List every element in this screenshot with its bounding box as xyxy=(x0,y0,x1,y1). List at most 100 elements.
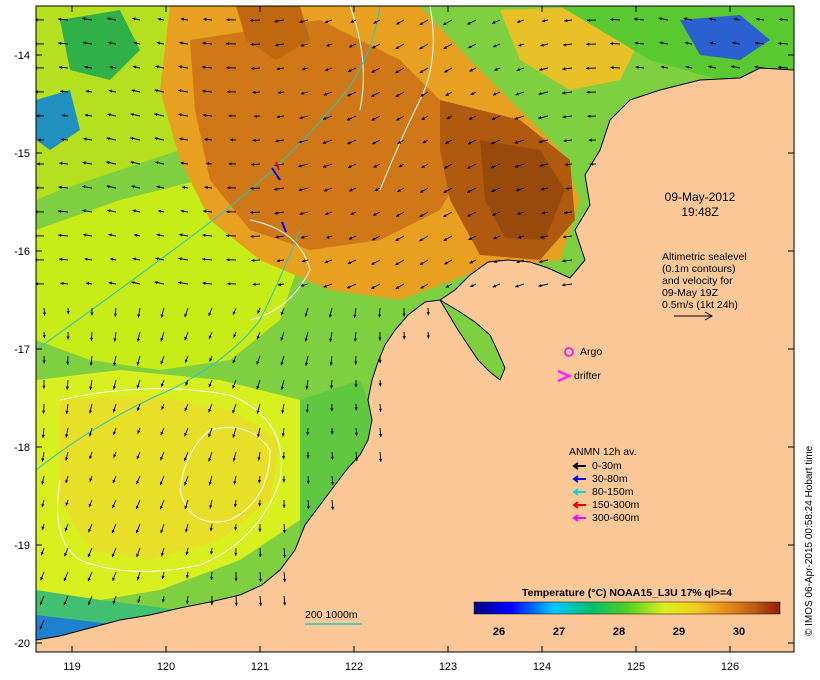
velocity-arrowhead xyxy=(371,261,375,265)
velocity-arrowhead xyxy=(161,406,165,410)
velocity-arrowhead xyxy=(732,41,736,45)
velocity-arrowhead xyxy=(36,282,39,286)
velocity-arrowhead xyxy=(276,67,280,71)
x-tick-label: 122 xyxy=(345,661,363,673)
velocity-arrowhead xyxy=(274,19,278,23)
velocity-arrowhead xyxy=(306,480,310,484)
velocity-arrowhead xyxy=(349,44,353,48)
velocity-arrowhead xyxy=(562,67,566,71)
anmn-legend-label: 150-300m xyxy=(592,499,640,511)
bathymetry-label: 200 1000m xyxy=(305,609,358,621)
velocity-arrowhead xyxy=(419,262,424,265)
velocity-arrowhead xyxy=(281,433,285,437)
velocity-arrowhead xyxy=(232,458,236,462)
anmn-legend-label: 80-150m xyxy=(592,486,634,498)
velocity-arrowhead xyxy=(542,19,546,23)
velocity-arrowhead xyxy=(259,602,263,606)
altimetry-line: and velocity for xyxy=(662,275,733,287)
velocity-arrowhead xyxy=(83,233,87,237)
velocity-arrowhead xyxy=(232,311,236,315)
velocity-arrowhead xyxy=(328,314,332,318)
velocity-arrowhead xyxy=(659,41,663,45)
velocity-arrowhead xyxy=(258,554,262,558)
velocity-arrowhead xyxy=(156,185,160,189)
velocity-arrowhead xyxy=(346,117,351,121)
velocity-arrowhead xyxy=(160,431,164,436)
velocity-arrowhead xyxy=(467,189,471,193)
velocity-arrowhead xyxy=(228,114,232,118)
velocity-arrowhead xyxy=(40,551,44,556)
velocity-arrowhead xyxy=(233,481,237,485)
coastline-land xyxy=(36,67,794,652)
velocity-arrowhead xyxy=(587,18,591,22)
velocity-arrowhead xyxy=(586,90,590,94)
anmn-legend-item: 30-80m xyxy=(572,473,628,485)
velocity-arrowhead xyxy=(202,281,206,285)
velocity-arrowhead xyxy=(157,17,162,21)
y-tick-label: -16 xyxy=(14,246,30,258)
velocity-arrowhead xyxy=(256,361,260,365)
velocity-arrowhead xyxy=(185,529,189,533)
velocity-arrowhead xyxy=(130,161,134,165)
velocity-arrowhead xyxy=(515,284,519,288)
velocity-arrowhead xyxy=(299,211,303,215)
velocity-arrowhead xyxy=(354,432,358,436)
velocity-arrowhead xyxy=(202,233,206,237)
anmn-arrowhead-icon xyxy=(572,475,579,483)
velocity-arrowhead xyxy=(347,261,352,264)
velocity-arrowhead xyxy=(562,115,566,119)
y-tick-label: -15 xyxy=(14,148,30,160)
velocity-arrowhead xyxy=(492,284,497,288)
velocity-arrowhead xyxy=(778,41,782,46)
velocity-arrowhead xyxy=(443,22,447,25)
velocity-arrowhead xyxy=(562,283,566,287)
velocity-arrowhead xyxy=(281,410,285,414)
x-tick-label: 124 xyxy=(533,661,551,673)
velocity-arrowhead xyxy=(203,113,207,117)
velocity-arrowhead xyxy=(89,478,93,482)
y-tick-label: -19 xyxy=(14,540,30,552)
velocity-arrowhead xyxy=(110,257,114,261)
velocity-arrowhead xyxy=(66,311,70,315)
velocity-arrowhead xyxy=(379,458,383,462)
velocity-arrowhead xyxy=(275,235,279,239)
velocity-arrowhead xyxy=(491,189,495,193)
velocity-arrowhead xyxy=(538,139,542,144)
velocity-arrowhead xyxy=(491,141,495,145)
velocity-arrowhead xyxy=(42,410,46,414)
anmn-legend-label: 300-600m xyxy=(592,512,640,524)
velocity-arrowhead xyxy=(204,137,208,142)
velocity-arrowhead xyxy=(445,140,449,144)
velocity-arrowhead xyxy=(329,362,333,366)
velocity-arrowhead xyxy=(514,164,519,168)
velocity-arrowhead xyxy=(538,284,542,288)
velocity-arrowhead xyxy=(468,45,472,48)
velocity-arrowhead xyxy=(250,234,254,238)
velocity-arrowhead xyxy=(136,407,140,411)
velocity-arrowhead xyxy=(373,20,377,24)
velocity-arrowhead xyxy=(469,116,473,120)
velocity-arrowhead xyxy=(419,238,423,242)
velocity-vectors xyxy=(36,17,789,630)
velocity-arrowhead xyxy=(234,578,238,582)
velocity-arrowhead xyxy=(378,360,382,364)
velocity-arrowhead xyxy=(64,527,68,532)
velocity-arrowhead xyxy=(257,310,261,314)
anmn-mooring-marks xyxy=(271,161,287,233)
velocity-arrowhead xyxy=(298,188,302,192)
velocity-arrowhead xyxy=(131,185,135,189)
velocity-arrowhead xyxy=(275,43,279,47)
velocity-arrowhead xyxy=(226,234,230,238)
velocity-arrowhead xyxy=(210,576,214,580)
velocity-arrowhead xyxy=(419,22,423,25)
velocity-arrowhead xyxy=(41,503,45,508)
velocity-arrowhead xyxy=(42,335,46,339)
velocity-arrowhead xyxy=(397,189,401,192)
velocity-arrowhead xyxy=(467,165,471,169)
velocity-arrowhead xyxy=(419,214,423,217)
velocity-arrowhead xyxy=(179,233,183,237)
velocity-arrowhead xyxy=(154,281,158,285)
velocity-arrowhead xyxy=(37,138,41,142)
sst-field xyxy=(36,6,794,652)
velocity-arrowhead xyxy=(58,233,62,237)
